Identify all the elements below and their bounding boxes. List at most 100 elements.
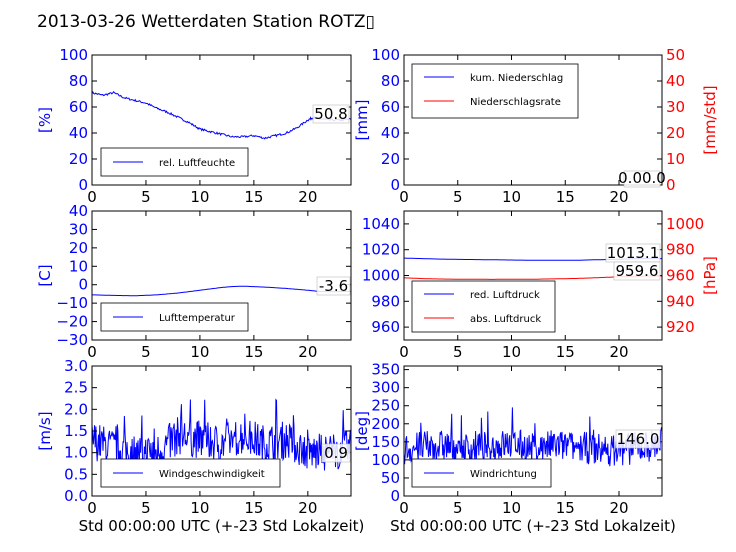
value-annotation-box (615, 429, 661, 449)
y2-tick-label: 20 (666, 124, 685, 142)
y2-axis-label: [hPa] (701, 256, 719, 295)
value-annotation-box (613, 261, 661, 281)
y-tick-label: 40 (69, 124, 88, 142)
value-annotation: 0.9 (324, 444, 348, 462)
y-tick-label: 980 (371, 292, 400, 310)
x-tick-label: 10 (190, 499, 209, 517)
y-tick-label: 960 (371, 318, 400, 336)
panel-4: 0 5 10 15 20 960 980 1000 1020 1040 920 940 960 980 10… (362, 210, 719, 361)
y-tick-label: 1.5 (64, 422, 88, 440)
y-tick-label: 350 (371, 361, 400, 379)
value-annotation: -3.6 (319, 277, 348, 295)
y-tick-label: 150 (371, 433, 400, 451)
legend: Windrichtung (411, 458, 552, 488)
y-tick-label: 60 (381, 98, 400, 116)
y-axis-label: [m/s] (36, 411, 54, 450)
y-tick-label: 30 (69, 220, 88, 238)
y-tick-label: −10 (56, 294, 88, 312)
legend-label: kum. Niederschlag (470, 73, 563, 84)
x-tick-label: 0 (399, 499, 409, 517)
value-annotation-box (312, 104, 350, 124)
legend: rel. Luftfeuchte (100, 147, 249, 177)
y2-tick-label: 50 (666, 46, 685, 64)
x-tick-label: 0 (87, 343, 97, 361)
y2-tick-label: 10 (666, 150, 685, 168)
y-tick-label: 20 (69, 239, 88, 257)
y-tick-label: 0.5 (64, 465, 88, 483)
legend: Lufttemperatur (100, 302, 249, 332)
y-tick-label: 0 (390, 176, 400, 194)
y2-tick-label: 980 (666, 241, 695, 259)
legend: red. Luftdruck abs. Luftdruck (411, 280, 556, 333)
legend-label: rel. Luftfeuchte (159, 158, 235, 169)
x-tick-label: 15 (244, 499, 263, 517)
plot-frame (91, 210, 352, 341)
legend-label: abs. Luftdruck (470, 314, 541, 325)
plot-frame (403, 54, 663, 186)
y-tick-label: 300 (371, 379, 400, 397)
x-tick-label: 0 (399, 188, 409, 206)
y2-tick-label: 940 (666, 292, 695, 310)
series-line-1 (92, 398, 351, 472)
x-tick-label: 5 (141, 343, 151, 361)
series-line-1 (92, 90, 351, 140)
panel-5: 0 5 10 15 20 0.0 0.5 1.0 1.5 2.0 2.5 3.0 [m/s] Std 00… (36, 357, 364, 535)
x-tick-label: 5 (141, 499, 151, 517)
y2-tick-label: 40 (666, 72, 685, 90)
value-annotation: 0.00.0 (618, 169, 666, 187)
plot-frame (403, 365, 663, 497)
x-tick-label: 10 (190, 188, 209, 206)
legend: kum. Niederschlag Niederschlagsrate (411, 63, 579, 119)
x-tick-label: 10 (502, 499, 521, 517)
x-tick-label: 20 (609, 343, 628, 361)
panel-3: 0 5 10 15 20−30−20−10010203040[C]Lufttempera… (36, 202, 352, 361)
x-tick-label: 0 (399, 343, 409, 361)
x-tick-label: 5 (453, 499, 463, 517)
y-tick-label: 2.0 (64, 400, 88, 418)
y2-tick-label: 920 (666, 318, 695, 336)
y-tick-label: 100 (59, 46, 88, 64)
y2-tick-label: 30 (666, 98, 685, 116)
x-tick-label: 20 (298, 499, 317, 517)
x-tick-label: 15 (556, 499, 575, 517)
y-tick-label: 1040 (362, 215, 400, 233)
x-tick-label: 15 (244, 343, 263, 361)
x-axis-label: Std 00:00:00 UTC (+-23 Std Lokalzeit) (390, 517, 676, 535)
figure-title: 2013-03-26 Wetterdaten Station ROTZ▯ (37, 12, 375, 32)
y-tick-label: 1000 (362, 267, 400, 285)
x-tick-label: 10 (502, 343, 521, 361)
legend-label: Windgeschwindigkeit (159, 469, 265, 480)
legend-label: red. Luftdruck (470, 290, 540, 301)
value-annotation: 959.6 (616, 262, 659, 280)
value-annotation: 1013.1 (607, 244, 660, 262)
y-tick-label: 200 (371, 415, 400, 433)
y-tick-label: 60 (69, 98, 88, 116)
y-axis-label: [C] (36, 264, 54, 286)
y-tick-label: 3.0 (64, 357, 88, 375)
y-tick-label: 80 (69, 72, 88, 90)
legend-label: Niederschlagsrate (470, 97, 561, 108)
value-annotation-box (623, 170, 661, 188)
y-tick-label: 0.0 (64, 487, 88, 505)
x-tick-label: 20 (298, 188, 317, 206)
x-tick-label: 20 (609, 188, 628, 206)
x-tick-label: 15 (556, 343, 575, 361)
x-tick-label: 20 (298, 343, 317, 361)
y-tick-label: 250 (371, 397, 400, 415)
value-annotation-box (316, 276, 351, 296)
y-tick-label: 80 (381, 72, 400, 90)
y-axis-label: [deg] (353, 411, 371, 451)
y-axis-label: [mm] (353, 100, 371, 141)
x-tick-label: 15 (556, 188, 575, 206)
y-tick-label: 50 (381, 469, 400, 487)
x-tick-label: 20 (609, 499, 628, 517)
x-tick-label: 0 (87, 188, 97, 206)
y-tick-label: 2.5 (64, 379, 88, 397)
y-tick-label: −20 (56, 313, 88, 331)
value-annotation: 50.8 (314, 105, 347, 123)
x-tick-label: 5 (453, 343, 463, 361)
y-tick-label: 20 (69, 150, 88, 168)
